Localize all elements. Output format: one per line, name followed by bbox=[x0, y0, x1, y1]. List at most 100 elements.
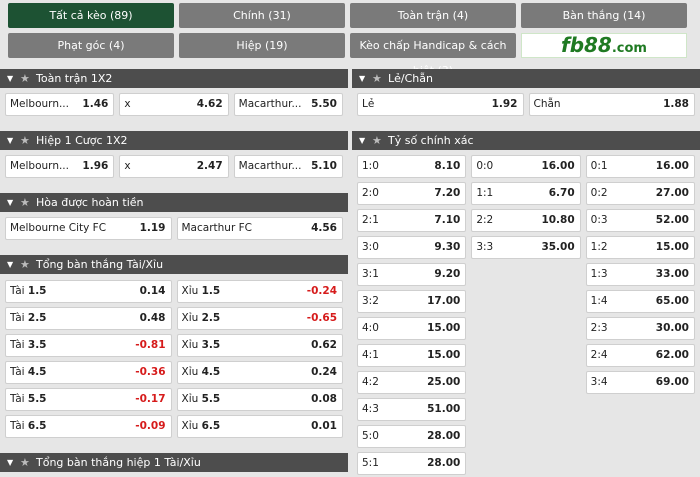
cell-odds: 7.20 bbox=[434, 187, 461, 199]
odds-cell[interactable]: 3:3 35.00 bbox=[471, 236, 581, 259]
section-header[interactable]: ▼ ★ Hòa được hoàn tiền bbox=[0, 193, 348, 212]
odds-cell[interactable]: 1:4 65.00 bbox=[585, 290, 695, 313]
odds-cell[interactable]: 4:3 51.00 bbox=[357, 398, 467, 421]
total-label: Xỉu bbox=[181, 312, 199, 324]
odds-cell[interactable]: 4:0 15.00 bbox=[357, 317, 467, 340]
odds-cell[interactable]: Xỉu 5.5 0.08 bbox=[176, 388, 343, 411]
tab[interactable]: Tất cả kèo (89) bbox=[8, 3, 174, 28]
odds-cell[interactable]: Melbourn... 1.96 bbox=[5, 155, 115, 178]
total-label: Xỉu bbox=[181, 339, 199, 351]
total-line: 3.5 bbox=[201, 339, 221, 351]
odds-cell[interactable]: 4:1 15.00 bbox=[357, 344, 467, 367]
section-header[interactable]: ▼ ★ Tổng bàn thắng Tài/Xỉu bbox=[0, 255, 348, 274]
total-line: 5.5 bbox=[27, 393, 47, 405]
odds-cell[interactable]: Tài 3.5 -0.81 bbox=[5, 334, 172, 357]
cell-label: 4:3 bbox=[362, 403, 379, 415]
total-line: 2.5 bbox=[201, 312, 221, 324]
odds-cell[interactable]: Chẵn 1.88 bbox=[528, 93, 695, 116]
cell-odds: 52.00 bbox=[655, 214, 689, 226]
odds-cell[interactable]: 2:1 7.10 bbox=[357, 209, 467, 232]
cell-odds: 0.01 bbox=[311, 420, 337, 432]
odds-cell[interactable]: 1:3 33.00 bbox=[585, 263, 695, 286]
tab[interactable]: Kèo chấp Handicap & cách biệt (3) bbox=[350, 33, 516, 77]
cell-label: 3:1 bbox=[362, 268, 379, 280]
cell-label: 3:0 bbox=[362, 241, 379, 253]
odds-cell[interactable]: Xỉu 3.5 0.62 bbox=[176, 334, 343, 357]
cell-odds: -0.36 bbox=[135, 366, 166, 378]
odds-cell[interactable]: 0:3 52.00 bbox=[585, 209, 695, 232]
odds-cell[interactable]: Lẻ 1.92 bbox=[357, 93, 524, 116]
section-header[interactable]: ▼ ★ Hiệp 1 Cược 1X2 bbox=[0, 131, 348, 150]
odds-cell[interactable]: Tài 1.5 0.14 bbox=[5, 280, 172, 303]
odds-cell[interactable]: 0:0 16.00 bbox=[471, 155, 581, 178]
odds-cell[interactable]: Xỉu 4.5 0.24 bbox=[176, 361, 343, 384]
odds-cell[interactable]: 2:3 30.00 bbox=[585, 317, 695, 340]
odds-cell[interactable]: Xỉu 6.5 0.01 bbox=[176, 415, 343, 438]
logo-brand: fb88 bbox=[561, 33, 612, 57]
cell-label: Xỉu 1.5 bbox=[182, 281, 221, 302]
cell-odds: -0.24 bbox=[306, 285, 337, 297]
tab[interactable]: Hiệp (19) bbox=[179, 33, 345, 58]
odds-cell[interactable]: x 2.47 bbox=[119, 155, 229, 178]
cell-odds: -0.17 bbox=[135, 393, 166, 405]
odds-cell[interactable]: x 4.62 bbox=[119, 93, 229, 116]
section-title: Tổng bàn thắng Tài/Xỉu bbox=[36, 258, 164, 271]
star-icon: ★ bbox=[20, 258, 30, 271]
tab[interactable]: Bàn thắng (14) bbox=[521, 3, 687, 28]
cell-odds: 25.00 bbox=[427, 376, 461, 388]
section-header[interactable]: ▼ ★ Tỷ số chính xác bbox=[352, 131, 700, 150]
odds-cell[interactable]: 2:4 62.00 bbox=[585, 344, 695, 367]
odds-cell[interactable]: Melbourn... 1.46 bbox=[5, 93, 115, 116]
cell-label: Xỉu 3.5 bbox=[182, 335, 221, 356]
cell-odds: 0.14 bbox=[139, 285, 166, 297]
cell-odds: 1.46 bbox=[82, 98, 109, 110]
tab[interactable]: Phạt góc (4) bbox=[8, 33, 174, 58]
cell-label: 3:3 bbox=[476, 241, 494, 253]
cell-label: Lẻ bbox=[362, 98, 375, 110]
odds-cell[interactable]: 1:2 15.00 bbox=[585, 236, 695, 259]
collapse-arrow: ▼ bbox=[359, 136, 366, 145]
odds-cell[interactable]: 2:0 7.20 bbox=[357, 182, 467, 205]
cell-label: Melbourn... bbox=[10, 160, 69, 172]
odds-cell[interactable]: Tài 6.5 -0.09 bbox=[5, 415, 172, 438]
odds-cell[interactable]: 5:1 28.00 bbox=[357, 452, 467, 475]
odds-cell[interactable]: 3:4 69.00 bbox=[585, 371, 695, 394]
odds-cell[interactable]: 3:2 17.00 bbox=[357, 290, 467, 313]
odds-cell[interactable]: Tài 5.5 -0.17 bbox=[5, 388, 172, 411]
cell-odds: 0.08 bbox=[311, 393, 337, 405]
cell-odds: 27.00 bbox=[655, 187, 689, 199]
section-header[interactable]: ▼ ★ Toàn trận 1X2 bbox=[0, 69, 348, 88]
odds-cell[interactable]: 4:2 25.00 bbox=[357, 371, 467, 394]
odds-cell[interactable]: Macarthur FC 4.56 bbox=[176, 217, 343, 240]
odds-cell[interactable]: 1:1 6.70 bbox=[471, 182, 581, 205]
tab[interactable]: Toàn trận (4) bbox=[350, 3, 516, 28]
odds-cell[interactable]: Melbourne City FC 1.19 bbox=[5, 217, 172, 240]
section-header[interactable]: ▼ ★ Lẻ/Chẵn bbox=[352, 69, 700, 88]
collapse-arrow: ▼ bbox=[7, 198, 14, 207]
total-label: Tài bbox=[10, 285, 25, 297]
odds-cell[interactable]: Xỉu 2.5 -0.65 bbox=[176, 307, 343, 330]
odds-cell[interactable]: Macarthur... 5.50 bbox=[233, 93, 343, 116]
odds-cell[interactable]: 1:0 8.10 bbox=[357, 155, 467, 178]
odds-cell[interactable]: 5:0 28.00 bbox=[357, 425, 467, 448]
odds-cell[interactable]: Tài 2.5 0.48 bbox=[5, 307, 172, 330]
tab[interactable]: Chính (31) bbox=[179, 3, 345, 28]
section-title: Toàn trận 1X2 bbox=[36, 72, 113, 85]
logo[interactable]: fb88.com bbox=[521, 33, 687, 58]
cell-odds: 10.80 bbox=[541, 214, 575, 226]
total-line: 6.5 bbox=[27, 420, 47, 432]
odds-cell[interactable]: 0:1 16.00 bbox=[585, 155, 695, 178]
cell-odds: -0.65 bbox=[306, 312, 337, 324]
odds-cell[interactable]: 2:2 10.80 bbox=[471, 209, 581, 232]
odds-cell[interactable]: 0:2 27.00 bbox=[585, 182, 695, 205]
odds-cell[interactable]: Tài 4.5 -0.36 bbox=[5, 361, 172, 384]
cell-label: 1:0 bbox=[362, 160, 379, 172]
odds-cell[interactable]: 3:1 9.20 bbox=[357, 263, 467, 286]
cell-odds: 9.20 bbox=[434, 268, 461, 280]
cell-label: Chẵn bbox=[533, 98, 561, 110]
section-header[interactable]: ▼ ★ Tổng bàn thắng hiệp 1 Tài/Xỉu bbox=[0, 453, 348, 472]
odds-cell[interactable]: 3:0 9.30 bbox=[357, 236, 467, 259]
cell-label: Xỉu 4.5 bbox=[182, 362, 221, 383]
odds-cell[interactable]: Macarthur... 5.10 bbox=[233, 155, 343, 178]
odds-cell[interactable]: Xỉu 1.5 -0.24 bbox=[176, 280, 343, 303]
